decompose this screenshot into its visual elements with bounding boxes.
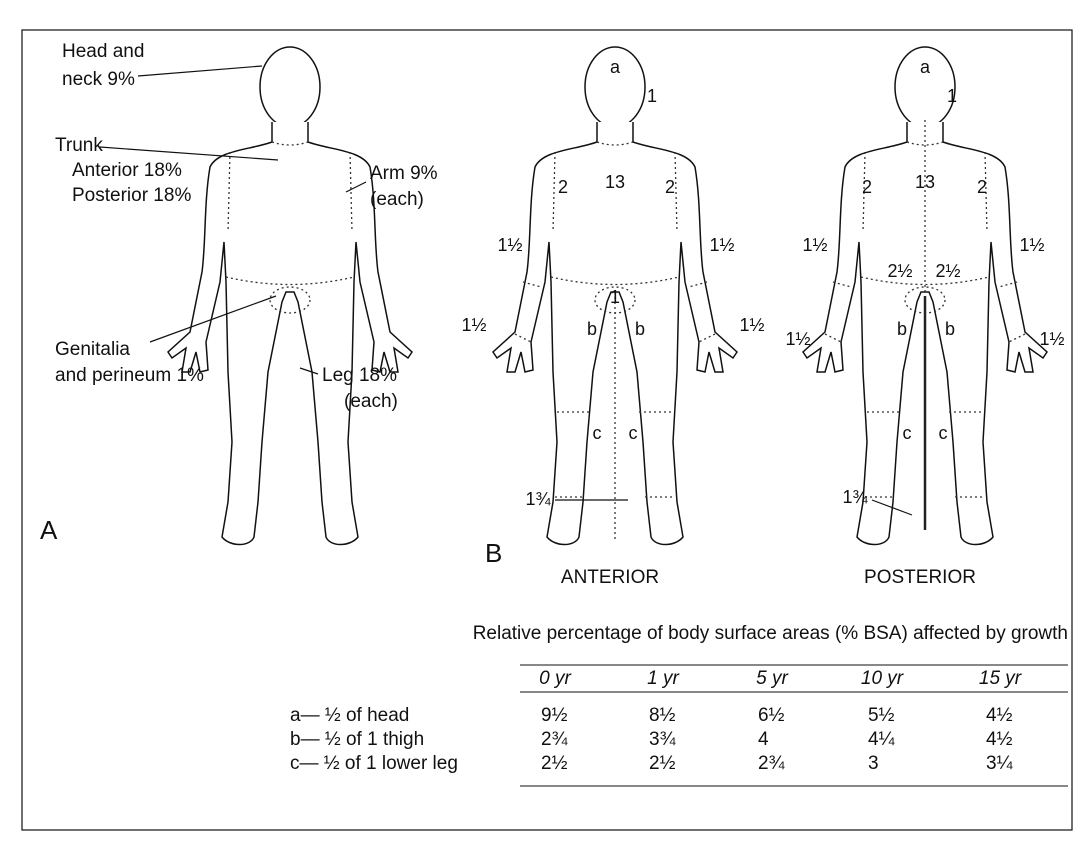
region-label: 1½ xyxy=(709,235,734,255)
region-label: a xyxy=(920,57,931,77)
region-label: 1½ xyxy=(739,315,764,335)
region-label: c xyxy=(593,423,602,443)
region-label: 1 xyxy=(610,287,620,307)
panel-label: B xyxy=(485,538,502,568)
row-label: b— ½ of 1 thigh xyxy=(290,729,424,750)
region-label: b xyxy=(587,319,597,339)
region-label: a xyxy=(610,57,621,77)
cell: 8½ xyxy=(649,705,676,726)
label: Posterior 18% xyxy=(72,185,191,206)
region-label: 1¾ xyxy=(525,489,551,509)
region-label: 1½ xyxy=(497,235,522,255)
region-label: b xyxy=(897,319,907,339)
region-label: b xyxy=(945,319,955,339)
table-title: Relative percentage of body surface area… xyxy=(473,623,1068,644)
region-label: 13 xyxy=(915,172,935,192)
cell: 3¼ xyxy=(986,753,1014,774)
frame xyxy=(21,29,1073,831)
figure-b-posterior: a 1 13 2 2 1½ 1½ 2½ 2½ 1½ 1½ b b c c 1¾ … xyxy=(785,46,1065,588)
column-header: 10 yr xyxy=(861,668,904,689)
region-label: 13 xyxy=(605,172,625,192)
panel-label: A xyxy=(40,515,58,545)
cell: 5½ xyxy=(868,705,895,726)
region-label: 1¾ xyxy=(842,487,868,507)
cell: 4 xyxy=(758,729,769,750)
region-label: 1½ xyxy=(1019,235,1044,255)
label: Leg 18% xyxy=(322,365,397,386)
column-header: 1 yr xyxy=(647,668,679,689)
region-label: 2½ xyxy=(887,261,912,281)
cell: 2½ xyxy=(541,753,568,774)
label: (each) xyxy=(370,189,424,210)
cell: 2¾ xyxy=(541,729,569,750)
figure-a: Head and neck 9% Trunk Anterior 18% Post… xyxy=(40,41,438,546)
view-label: ANTERIOR xyxy=(561,567,659,588)
region-label: 2 xyxy=(558,177,568,197)
region-label: 1½ xyxy=(1039,329,1064,349)
cell: 9½ xyxy=(541,705,568,726)
cell: 6½ xyxy=(758,705,785,726)
label: (each) xyxy=(344,391,398,412)
label: Anterior 18% xyxy=(72,160,182,181)
cell: 3¾ xyxy=(649,729,677,750)
cell: 3 xyxy=(868,753,879,774)
region-label: 2½ xyxy=(935,261,960,281)
label: neck 9% xyxy=(62,69,135,90)
figure-b-anterior: a 1 13 2 2 1½ 1½ 1 1½ 1½ b b c c 1¾ B AN… xyxy=(461,46,765,588)
region-label: c xyxy=(939,423,948,443)
region-label: 1½ xyxy=(785,329,810,349)
label: Trunk xyxy=(55,135,103,156)
region-label: 1 xyxy=(947,86,957,106)
region-label: 2 xyxy=(665,177,675,197)
cell: 4½ xyxy=(986,729,1013,750)
cell: 4¼ xyxy=(868,729,896,750)
region-label: 1½ xyxy=(802,235,827,255)
cell: 2½ xyxy=(649,753,676,774)
region-label: 1½ xyxy=(461,315,486,335)
column-header: 15 yr xyxy=(979,668,1022,689)
row-label: a— ½ of head xyxy=(290,705,409,726)
cell: 4½ xyxy=(986,705,1013,726)
region-label: c xyxy=(629,423,638,443)
region-label: c xyxy=(903,423,912,443)
label: Genitalia xyxy=(55,339,130,360)
region-label: 2 xyxy=(862,177,872,197)
region-label: 2 xyxy=(977,177,987,197)
column-header: 0 yr xyxy=(539,668,571,689)
label: Head and xyxy=(62,41,144,62)
view-label: POSTERIOR xyxy=(864,567,976,588)
label: Arm 9% xyxy=(370,163,438,184)
region-label: b xyxy=(635,319,645,339)
cell: 2¾ xyxy=(758,753,786,774)
table: Relative percentage of body surface area… xyxy=(290,623,1068,787)
region-label: 1 xyxy=(647,86,657,106)
column-header: 5 yr xyxy=(756,668,788,689)
label: and perineum 1% xyxy=(55,365,204,386)
row-label: c— ½ of 1 lower leg xyxy=(290,753,458,774)
